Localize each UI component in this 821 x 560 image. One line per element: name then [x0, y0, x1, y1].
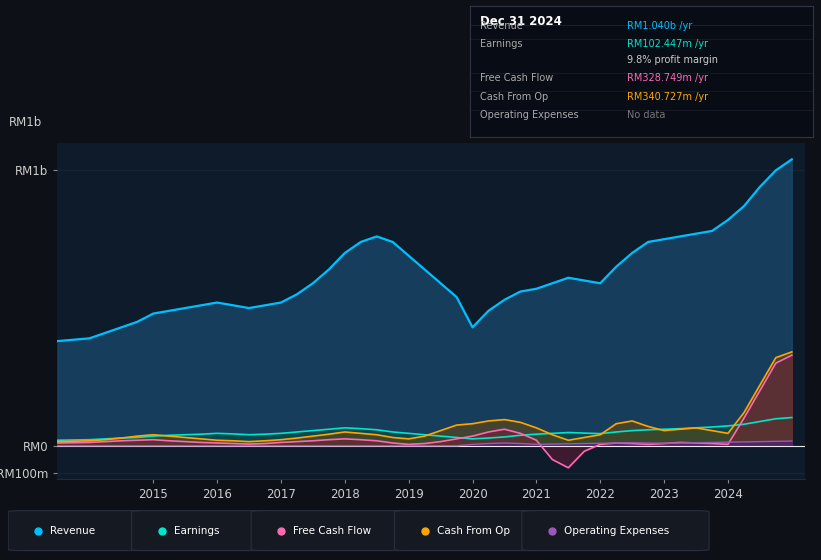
FancyBboxPatch shape: [251, 511, 415, 550]
Text: Free Cash Flow: Free Cash Flow: [293, 526, 371, 535]
Text: RM102.447m /yr: RM102.447m /yr: [627, 39, 709, 49]
Text: Cash From Op: Cash From Op: [437, 526, 510, 535]
Text: 9.8% profit margin: 9.8% profit margin: [627, 55, 718, 65]
FancyBboxPatch shape: [131, 511, 271, 550]
FancyBboxPatch shape: [8, 511, 148, 550]
Text: Free Cash Flow: Free Cash Flow: [480, 73, 553, 83]
Text: RM328.749m /yr: RM328.749m /yr: [627, 73, 709, 83]
Text: Revenue: Revenue: [480, 21, 523, 31]
Text: RM340.727m /yr: RM340.727m /yr: [627, 92, 709, 102]
Text: RM1b: RM1b: [9, 116, 42, 129]
Text: Cash From Op: Cash From Op: [480, 92, 548, 102]
Text: No data: No data: [627, 110, 666, 120]
Text: Earnings: Earnings: [480, 39, 522, 49]
FancyBboxPatch shape: [522, 511, 709, 550]
FancyBboxPatch shape: [394, 511, 550, 550]
Text: Revenue: Revenue: [50, 526, 95, 535]
Text: Operating Expenses: Operating Expenses: [480, 110, 579, 120]
Text: RM1.040b /yr: RM1.040b /yr: [627, 21, 693, 31]
Text: Earnings: Earnings: [174, 526, 219, 535]
Text: Operating Expenses: Operating Expenses: [564, 526, 669, 535]
Text: Dec 31 2024: Dec 31 2024: [480, 15, 562, 28]
